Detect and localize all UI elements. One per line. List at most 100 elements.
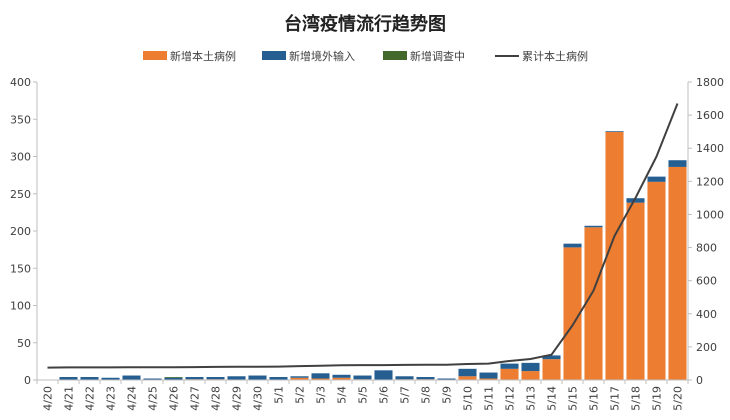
x-tick-label: 4/26 <box>168 386 181 411</box>
bar-新增境外输入-4/26 <box>164 377 183 380</box>
bar-新增本土病例-5/14 <box>542 359 561 380</box>
x-tick-label: 5/1 <box>273 386 286 404</box>
legend-label-累计本土病例: 累计本土病例 <box>522 49 588 63</box>
bar-新增境外输入-4/23 <box>101 377 120 380</box>
x-tick-label: 5/17 <box>609 386 622 411</box>
bar-新增境外输入-5/9 <box>437 378 456 380</box>
y-right-tick-label: 1600 <box>696 109 724 122</box>
x-tick-label: 4/28 <box>210 386 223 411</box>
bar-新增本土病例-5/17 <box>605 131 624 380</box>
x-tick-label: 5/14 <box>546 386 559 411</box>
bar-新增境外输入-5/5 <box>353 375 372 380</box>
chart-title: 台湾疫情流行趋势图 <box>284 13 446 35</box>
bar-新增境外输入-5/14 <box>542 355 561 360</box>
legend-swatch-新增境外输入 <box>262 51 286 60</box>
bar-新增本土病例-5/4 <box>332 377 351 380</box>
bar-新增境外输入-5/3 <box>311 373 330 379</box>
bar-新增境外输入-4/25 <box>143 378 162 380</box>
y-left-tick-label: 250 <box>10 188 31 201</box>
x-tick-label: 5/2 <box>294 386 307 404</box>
legend-swatch-新增调查中 <box>383 51 407 60</box>
y-left-tick-label: 100 <box>10 300 31 313</box>
bar-新增境外输入-5/12 <box>500 363 519 369</box>
bar-新增境外输入-5/17 <box>605 131 624 132</box>
legend-label-新增调查中: 新增调查中 <box>410 49 465 63</box>
x-tick-label: 5/5 <box>357 386 370 404</box>
y-left-tick-label: 50 <box>17 337 31 350</box>
legend-label-新增本土病例: 新增本土病例 <box>170 49 236 63</box>
x-tick-label: 4/30 <box>252 386 265 411</box>
bar-新增境外输入-4/22 <box>80 377 99 380</box>
bar-新增本土病例-5/20 <box>668 166 687 380</box>
bar-新增境外输入-5/15 <box>563 243 582 248</box>
bar-新增境外输入-5/7 <box>395 376 414 380</box>
bar-新增境外输入-5/16 <box>584 225 603 228</box>
bar-新增本土病例-5/10 <box>458 376 477 380</box>
x-tick-label: 4/23 <box>105 386 118 411</box>
bar-新增境外输入-5/19 <box>647 176 666 182</box>
x-tick-label: 5/10 <box>462 386 475 411</box>
bar-新增境外输入-4/24 <box>122 375 141 380</box>
y-left-tick-label: 300 <box>10 151 31 164</box>
x-tick-label: 5/20 <box>672 386 685 411</box>
y-left-tick-label: 400 <box>10 76 31 89</box>
bar-新增本土病例-5/15 <box>563 247 582 380</box>
x-tick-label: 4/22 <box>84 386 97 411</box>
x-tick-label: 4/25 <box>147 386 160 411</box>
y-right-tick-label: 600 <box>696 275 717 288</box>
x-tick-label: 5/9 <box>441 386 454 404</box>
x-tick-label: 5/3 <box>315 386 328 404</box>
bar-新增境外输入-5/20 <box>668 160 687 167</box>
bar-新增境外输入-4/21 <box>59 377 78 380</box>
bar-新增本土病例-5/2 <box>290 377 309 380</box>
x-tick-label: 5/16 <box>588 386 601 411</box>
legend-label-新增境外输入: 新增境外输入 <box>289 49 355 63</box>
bar-新增境外输入-4/30 <box>248 375 267 380</box>
x-tick-label: 5/12 <box>504 386 517 411</box>
bar-新增本土病例-5/3 <box>311 378 330 380</box>
bar-新增境外输入-4/28 <box>206 377 225 380</box>
x-tick-label: 5/19 <box>651 386 664 411</box>
x-tick-label: 5/18 <box>630 386 643 411</box>
y-right-tick-label: 400 <box>696 308 717 321</box>
x-tick-label: 4/20 <box>42 386 55 411</box>
y-right-tick-label: 1800 <box>696 76 724 89</box>
bar-新增境外输入-5/18 <box>626 198 645 203</box>
bar-新增境外输入-5/13 <box>521 362 540 372</box>
x-tick-label: 5/11 <box>483 386 496 411</box>
bar-新增境外输入-4/29 <box>227 376 246 380</box>
legend-swatch-新增本土病例 <box>143 51 167 60</box>
legend: 新增本土病例 新增境外输入 新增调查中 累计本土病例 <box>143 49 588 63</box>
y-right-tick-label: 1200 <box>696 175 724 188</box>
y-left-tick-label: 200 <box>10 225 31 238</box>
bar-新增境外输入-5/11 <box>479 372 498 379</box>
bar-新增本土病例-5/11 <box>479 378 498 380</box>
axes-layer: 0 50 100 150 200 250 300 350 400 0 200 400 600 800 100… <box>10 76 724 411</box>
x-tick-label: 5/6 <box>378 386 391 404</box>
x-tick-label: 4/21 <box>63 386 76 411</box>
x-tick-label: 5/4 <box>336 386 349 404</box>
x-tick-label: 4/29 <box>231 386 244 411</box>
x-tick-label: 4/24 <box>126 386 139 411</box>
x-tick-label: 5/8 <box>420 386 433 404</box>
bar-新增境外输入-4/27 <box>185 377 204 380</box>
bar-新增境外输入-5/4 <box>332 374 351 378</box>
y-right-tick-label: 200 <box>696 341 717 354</box>
bar-新增本土病例-5/19 <box>647 181 666 380</box>
x-tick-label: 5/7 <box>399 386 412 404</box>
bars-layer <box>59 131 687 380</box>
bar-新增境外输入-5/2 <box>290 376 309 378</box>
y-right-tick-label: 1400 <box>696 142 724 155</box>
y-right-tick-label: 800 <box>696 242 717 255</box>
bar-新增本土病例-5/18 <box>626 202 645 380</box>
bar-新增境外输入-5/10 <box>458 368 477 377</box>
bar-新增本土病例-5/13 <box>521 371 540 380</box>
y-left-tick-label: 150 <box>10 262 31 275</box>
bar-新增本土病例-5/16 <box>584 227 603 380</box>
x-tick-label: 5/15 <box>567 386 580 411</box>
y-left-tick-label: 0 <box>24 374 31 387</box>
y-right-tick-label: 0 <box>696 374 703 387</box>
line-累计本土病例 <box>47 103 679 369</box>
bar-新增境外输入-5/8 <box>416 377 435 380</box>
